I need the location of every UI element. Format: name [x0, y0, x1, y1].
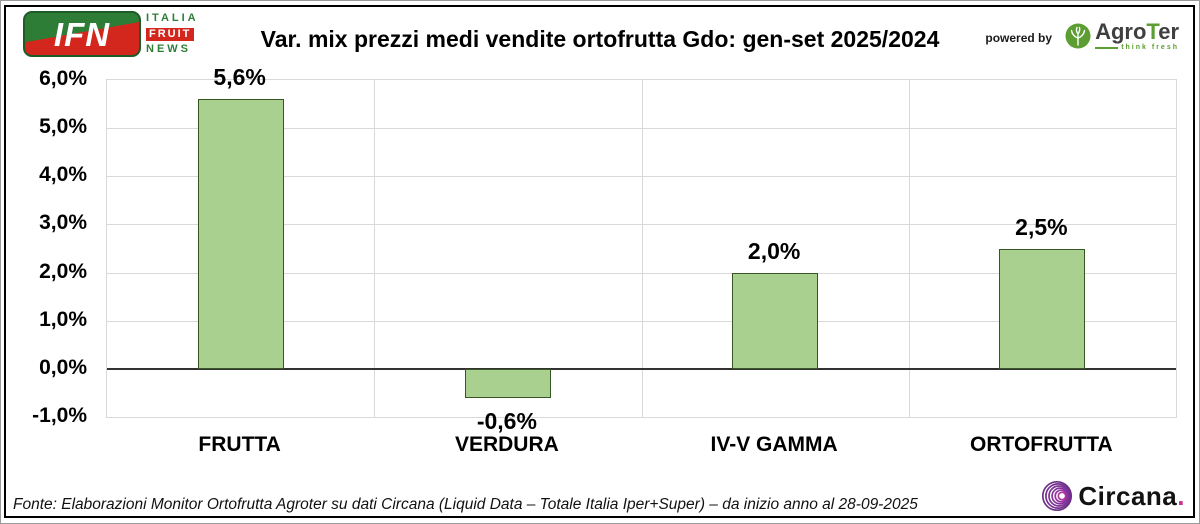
agroter-name-part2: T — [1146, 19, 1159, 44]
y-tick-label-3: 3,0% — [39, 211, 87, 235]
ifn-logo-abbr: IFN — [53, 15, 111, 53]
header-right: powered by AgroTer think fresh — [985, 21, 1179, 52]
page-title: Var. mix prezzi medi vendite ortofrutta … — [260, 26, 940, 52]
ifn-logo-news: NEWS — [146, 43, 191, 55]
agroter-wordmark: AgroTer think fresh — [1095, 21, 1179, 51]
gridline-v-2 — [641, 80, 643, 417]
circana-wordmark: Circana. — [1078, 481, 1185, 512]
agroter-tagline-rule — [1095, 46, 1119, 49]
y-tick-label-6: 6,0% — [39, 67, 87, 90]
category-label-ortofrutta: ORTOFRUTTA — [970, 433, 1113, 456]
source-note: Fonte: Elaborazioni Monitor Ortofrutta A… — [13, 496, 918, 513]
circana-logo: Circana. — [1042, 475, 1185, 517]
y-tick-label-4: 4,0% — [39, 163, 87, 187]
agroter-name-part1: Agro — [1095, 19, 1147, 44]
value-label-verdura: -0,6% — [476, 407, 537, 434]
ifn-logo: IFN ITALIA FRUIT NEWS — [23, 11, 199, 57]
bar-iv-v-gamma — [732, 272, 819, 369]
bar-frutta — [197, 99, 284, 369]
circana-name: Circana — [1078, 480, 1178, 511]
value-label-ortofrutta: 2,5% — [1015, 213, 1068, 240]
agroter-logo: AgroTer think fresh — [1065, 21, 1179, 51]
agroter-tagline-text: think fresh — [1121, 44, 1179, 51]
y-tick-label-1: 1,0% — [39, 307, 87, 331]
y-tick-label--1: -1,0% — [32, 404, 87, 427]
bar-ortofrutta — [999, 248, 1086, 369]
agroter-tree-icon — [1065, 23, 1091, 49]
category-label-verdura: VERDURA — [454, 433, 559, 456]
y-tick-label-0: 0,0% — [39, 355, 87, 379]
zero-axis-line — [107, 367, 1176, 370]
ifn-logo-italia: ITALIA — [146, 12, 199, 24]
plot-area — [106, 79, 1177, 418]
agroter-tagline: think fresh — [1095, 44, 1179, 51]
gridline-v-3 — [908, 80, 910, 417]
y-tick-label-2: 2,0% — [39, 259, 87, 283]
agroter-name-part3: er — [1158, 19, 1179, 44]
value-label-frutta: 5,6% — [213, 64, 266, 91]
bar-verdura — [464, 368, 551, 398]
ifn-logo-text: ITALIA FRUIT NEWS — [146, 11, 199, 57]
y-tick-label-5: 5,0% — [39, 115, 87, 139]
ifn-logo-fruit: FRUIT — [146, 27, 195, 41]
value-label-iv-v-gamma: 2,0% — [747, 237, 801, 264]
powered-by-label: powered by — [985, 31, 1053, 45]
circana-rings-icon — [1042, 480, 1073, 512]
gridline-v-1 — [374, 80, 376, 417]
circana-dot: . — [1177, 480, 1185, 511]
category-label-frutta: FRUTTA — [198, 433, 281, 456]
ifn-logo-box: IFN — [23, 11, 141, 57]
category-label-iv-v-gamma: IV-V GAMMA — [710, 433, 838, 456]
